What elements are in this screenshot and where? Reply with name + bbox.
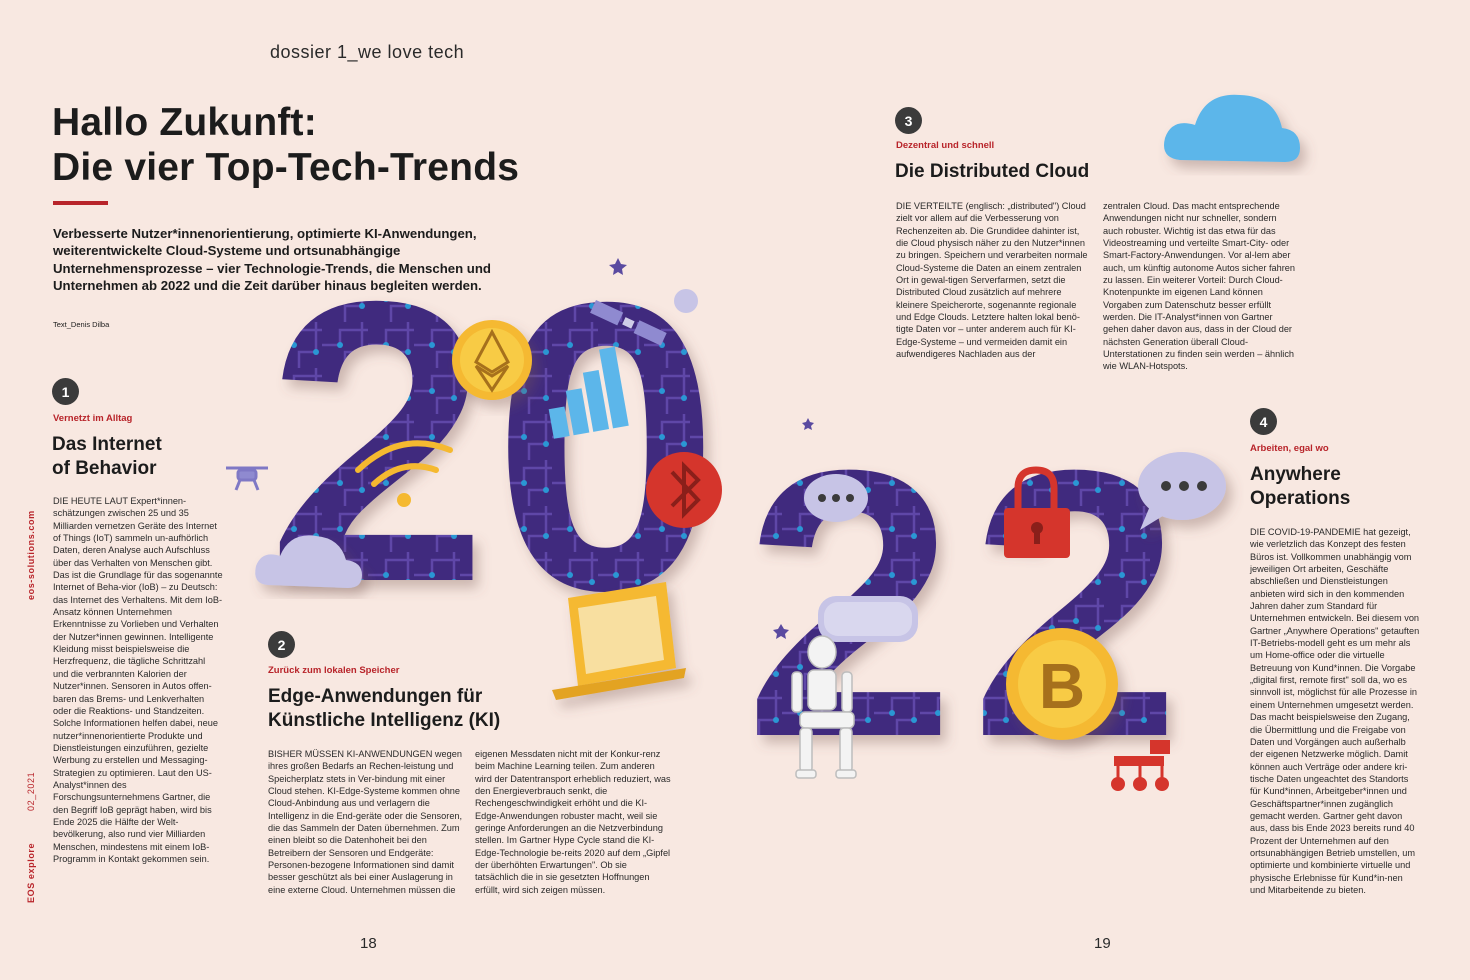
rover-icon xyxy=(1111,740,1170,791)
trend-kicker-3: Dezentral und schnell xyxy=(896,140,995,151)
trend-headline-4-line-2: Operations xyxy=(1250,487,1351,509)
trend-headline-4: Anywhere Operations xyxy=(1250,463,1350,510)
issue-number: 02_2021 xyxy=(26,771,36,811)
trend-kicker-2: Zurück zum lokalen Speicher xyxy=(268,665,400,676)
trend-headline-2-line-2: Künstliche Intelligenz (KI) xyxy=(268,709,501,731)
star-icon xyxy=(609,258,814,639)
website-link[interactable]: eos-solutions.com xyxy=(26,510,36,600)
wifi-icon xyxy=(355,440,453,507)
trend-headline-1-line-2: of Behavior xyxy=(52,457,157,479)
trend-number-4: 4 xyxy=(1250,408,1277,435)
page-number-right: 19 xyxy=(1094,935,1111,952)
laptop-icon xyxy=(552,582,686,700)
section-header: dossier 1_we love tech xyxy=(270,42,465,62)
bar-chart-icon xyxy=(548,346,629,439)
title-rule xyxy=(53,201,108,205)
title-line-2: Die vier Top-Tech-Trends xyxy=(52,146,520,189)
trend-headline-4-line-1: Anywhere xyxy=(1250,464,1341,485)
trend-number-2: 2 xyxy=(268,631,295,658)
trend-body-3-col-2: zentralen Cloud. Das macht entsprechende… xyxy=(1103,201,1296,372)
svg-text:B: B xyxy=(1039,650,1085,722)
vr-headset-icon xyxy=(818,596,918,642)
trend-headline-1-line-1: Das Internet xyxy=(52,434,162,455)
trend-body-4: DIE COVID-19-PANDEMIE hat gezeigt, wie v… xyxy=(1250,527,1420,895)
trend-kicker-1: Vernetzt im Alltag xyxy=(53,413,133,424)
cloud-icon xyxy=(1164,94,1300,162)
digit-2-fourth: 2 xyxy=(970,391,1181,816)
title-line-1: Hallo Zukunft: xyxy=(52,101,317,144)
trend-headline-2: Edge-Anwendungen für Künstliche Intellig… xyxy=(268,685,500,732)
cloud-icon xyxy=(255,535,362,588)
side-footer: EOS explore 02_2021 eos-solutions.com xyxy=(26,510,36,903)
trend-kicker-4: Arbeiten, egal wo xyxy=(1250,443,1329,454)
trend-headline-1: Das Internet of Behavior xyxy=(52,433,162,480)
satellite-icon xyxy=(590,300,667,346)
robot-icon xyxy=(791,635,857,779)
trend-number-1: 1 xyxy=(52,378,79,405)
trend-headline-3: Die Distributed Cloud xyxy=(895,161,1090,182)
page-number-left: 18 xyxy=(360,935,377,952)
byline: Text_Denis Dilba xyxy=(53,320,110,329)
digit-2-first: 2 xyxy=(266,218,488,665)
trend-body-3-col-1: DIE VERTEILTE (englisch: „distributed") … xyxy=(896,201,1088,360)
planet-icon xyxy=(674,289,698,313)
lead-paragraph: Verbesserte Nutzer*innenorientierung, op… xyxy=(53,226,491,294)
page-title: Hallo Zukunft: Die vier Top-Tech-Trends xyxy=(52,100,519,190)
trend-body-1: DIE HEUTE LAUT Expert*innen-schätzungen … xyxy=(53,496,223,864)
trend-body-2-col-2: eigenen Messdaten nicht mit der Konkur-r… xyxy=(475,749,671,895)
trend-number-3: 3 xyxy=(895,107,922,134)
magazine-name: EOS explore xyxy=(26,842,36,903)
bluetooth-icon xyxy=(646,452,722,528)
chat-bubble-icon xyxy=(804,474,868,522)
trend-body-2-col-1: BISHER MÜSSEN KI-ANWENDUNGEN wegen ihres… xyxy=(268,749,463,895)
trend-headline-2-line-1: Edge-Anwendungen für xyxy=(268,686,483,707)
drone-icon xyxy=(226,466,268,491)
chat-bubble-icon xyxy=(1138,452,1226,530)
bitcoin-icon: B xyxy=(1006,628,1118,740)
ethereum-coin-icon xyxy=(452,320,532,400)
padlock-icon xyxy=(1004,466,1070,558)
